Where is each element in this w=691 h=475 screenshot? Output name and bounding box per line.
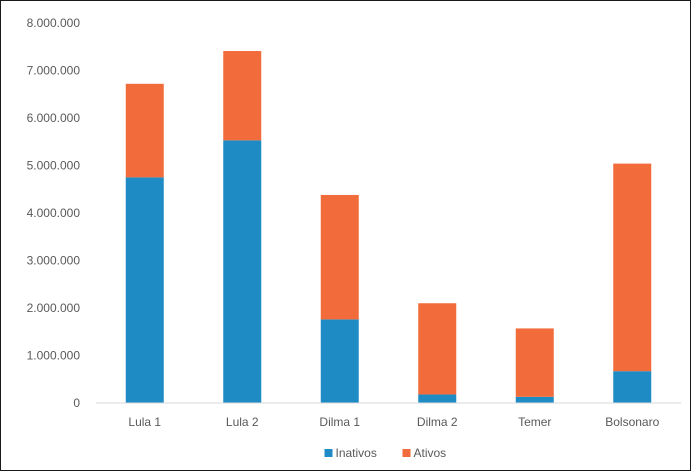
y-tick-label: 2.000.000 [27,301,81,315]
bar-ativos-lula-2 [223,51,262,141]
y-tick-label: 8.000.000 [27,16,81,30]
bar-inativos-dilma-2 [418,394,457,403]
y-tick-label: 5.000.000 [27,159,81,173]
x-tick-label: Lula 2 [226,415,259,429]
bar-ativos-dilma-1 [320,194,359,320]
bar-ativos-dilma-2 [418,303,457,395]
bar-inativos-bolsonaro [613,371,652,403]
legend-swatch-inativos [324,449,333,457]
bar-inativos-lula-1 [125,177,164,403]
bars [125,51,652,403]
x-axis: Lula 1 Lula 2 Dilma 1 Dilma 2 Temer Bolsonaro [128,415,659,429]
bar-inativos-lula-2 [223,140,262,403]
y-tick-label: 0 [73,396,80,410]
bar-ativos-temer [515,328,554,397]
bar-inativos-temer [515,396,554,403]
y-tick-label: 4.000.000 [27,206,81,220]
x-tick-label: Dilma 1 [319,415,360,429]
legend-label-inativos: Inativos [336,446,377,460]
legend-swatch-ativos [402,449,411,457]
y-tick-label: 6.000.000 [27,111,81,125]
y-tick-label: 1.000.000 [27,349,81,363]
x-tick-label: Lula 1 [128,415,161,429]
x-tick-label: Bolsonaro [605,415,659,429]
bar-ativos-lula-1 [125,83,164,178]
y-tick-label: 3.000.000 [27,254,81,268]
x-tick-label: Temer [518,415,551,429]
legend-label-ativos: Ativos [414,446,447,460]
y-tick-label: 7.000.000 [27,64,81,78]
bar-ativos-bolsonaro [613,163,652,372]
y-axis: 0 1.000.000 2.000.000 3.000.000 4.000.000 5.0… [27,16,81,410]
bar-inativos-dilma-1 [320,319,359,403]
x-tick-label: Dilma 2 [417,415,458,429]
legend: Inativos Ativos [324,446,447,460]
